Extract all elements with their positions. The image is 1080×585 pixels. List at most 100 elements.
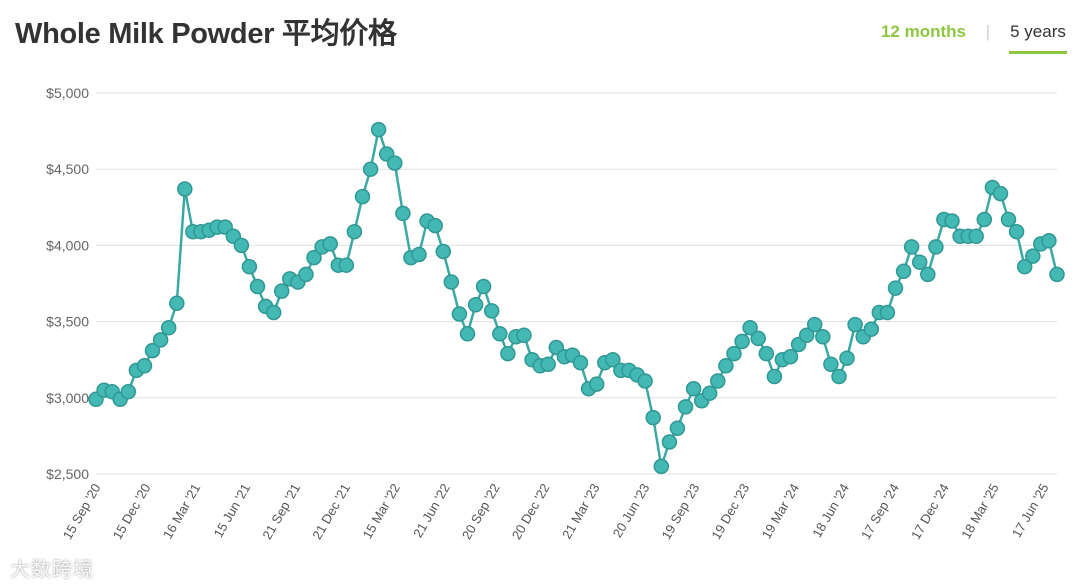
data-point [944, 213, 960, 229]
data-point [1016, 258, 1033, 275]
data-point [661, 434, 678, 450]
data-point [645, 409, 661, 426]
data-point [920, 266, 936, 283]
y-tick-label: $3,000 [46, 390, 89, 406]
x-tick-label: 16 Mar '21 [160, 481, 203, 541]
data-point [346, 223, 363, 240]
x-tick-label: 15 Dec '20 [110, 481, 154, 542]
data-point [766, 368, 783, 385]
data-point [839, 350, 855, 366]
data-point [823, 356, 839, 373]
data-point [742, 319, 758, 336]
data-point [152, 332, 169, 348]
data-point [685, 380, 702, 397]
data-point [750, 330, 766, 347]
data-point [669, 420, 686, 437]
x-tick-label: 17 Dec '24 [908, 481, 952, 542]
data-point [992, 185, 1009, 202]
data-point [136, 358, 153, 374]
data-point [435, 243, 452, 260]
data-point [815, 329, 831, 345]
data-point [169, 295, 185, 312]
data-point [677, 399, 694, 415]
data-point [120, 383, 137, 400]
data-point [831, 368, 847, 385]
data-point [847, 316, 863, 333]
page-title: Whole Milk Powder 平均价格 [15, 18, 397, 50]
x-tick-label: 20 Dec '22 [509, 481, 553, 542]
data-point [427, 217, 443, 234]
watermark-logo: 大数跨境 [10, 557, 94, 581]
data-point [911, 254, 928, 270]
x-tick-label: 19 Mar '24 [759, 481, 802, 541]
data-point [241, 258, 258, 275]
y-tick-label: $3,500 [46, 314, 89, 330]
x-tick-label: 19 Sep '23 [658, 481, 702, 542]
x-tick-label: 15 Sep '20 [60, 481, 104, 542]
data-point [1000, 211, 1017, 228]
data-point [233, 237, 250, 254]
data-point [540, 356, 556, 373]
data-point [734, 333, 750, 350]
data-point [895, 263, 912, 280]
data-point [298, 266, 314, 283]
data-point [1041, 233, 1057, 249]
x-tick-label: 21 Jun '22 [410, 481, 453, 540]
data-point [411, 246, 427, 263]
data-point [976, 211, 993, 228]
data-point [710, 373, 726, 389]
y-tick-label: $2,500 [46, 466, 89, 482]
x-tick-label: 21 Sep '21 [259, 481, 303, 542]
x-tick-label: 18 Jun '24 [809, 481, 852, 540]
data-point [903, 239, 920, 255]
data-point [500, 345, 516, 362]
y-tick-label: $5,000 [46, 85, 89, 101]
data-point [863, 321, 880, 337]
x-tick-label: 15 Jun '21 [210, 481, 253, 540]
x-tick-label: 21 Dec '21 [309, 481, 353, 542]
data-point [516, 327, 532, 344]
data-point [572, 354, 589, 371]
x-tick-label: 17 Jun '25 [1009, 481, 1052, 540]
data-point [273, 283, 290, 299]
data-point [653, 458, 670, 475]
data-point [387, 155, 403, 171]
data-point [395, 205, 411, 222]
tab-5-years[interactable]: 5 years [1009, 22, 1067, 54]
data-point [483, 303, 500, 319]
data-point [1025, 248, 1041, 264]
tab-separator: | [985, 22, 990, 41]
x-tick-label: 18 Mar '25 [958, 481, 1001, 541]
data-point [968, 228, 984, 245]
data-point [362, 161, 379, 177]
data-point [338, 257, 355, 273]
x-tick-label: 19 Dec '23 [708, 481, 752, 542]
data-point [887, 280, 904, 296]
x-tick-label: 21 Mar '23 [559, 481, 602, 541]
data-point [322, 236, 338, 252]
data-point [782, 348, 799, 365]
data-point [1008, 223, 1025, 240]
tab-12-months[interactable]: 12 months [880, 22, 966, 41]
data-point [798, 327, 815, 344]
data-point [370, 121, 387, 138]
data-point [726, 345, 742, 362]
data-point [879, 304, 896, 321]
data-point [177, 181, 193, 197]
data-point [354, 188, 371, 205]
x-tick-label: 20 Sep '22 [459, 481, 503, 542]
y-tick-label: $4,000 [46, 237, 89, 253]
data-point [605, 351, 621, 368]
data-point [588, 376, 605, 392]
data-point [144, 342, 161, 359]
data-point [758, 345, 775, 362]
data-point [1049, 266, 1065, 283]
data-point [701, 385, 718, 401]
data-point [306, 249, 322, 266]
data-point [451, 306, 468, 322]
data-point [249, 278, 266, 295]
data-point [459, 326, 476, 342]
x-tick-label: 17 Sep '24 [858, 481, 902, 542]
data-point [443, 274, 460, 290]
data-point [928, 239, 944, 255]
